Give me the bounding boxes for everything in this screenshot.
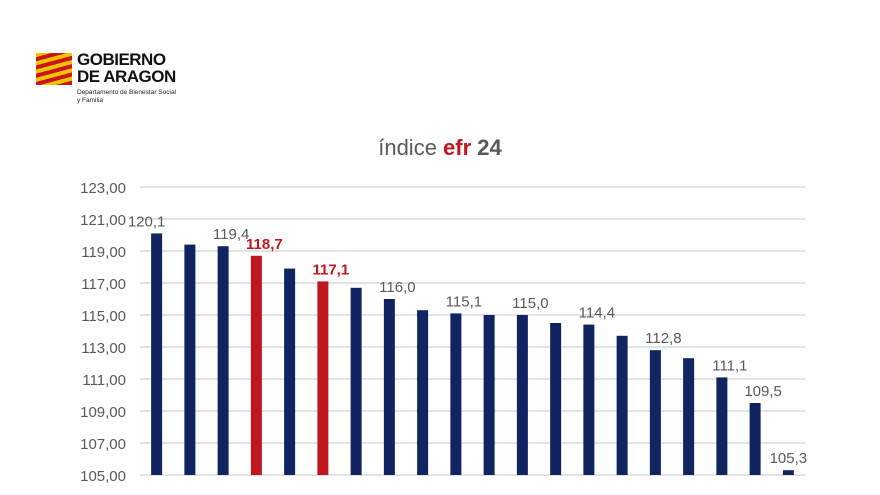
bar-7 (350, 287, 362, 475)
bar-1 (151, 233, 163, 475)
bar-12 (516, 315, 528, 475)
bar-2 (184, 244, 196, 475)
logo-subtitle-line1: Departamento de Bienestar Social (77, 89, 177, 96)
y-tick-label: 105,00 (80, 468, 126, 485)
data-label-16: 112,8 (645, 330, 681, 347)
aragon-flag-icon (36, 53, 72, 85)
y-tick-label: 123,00 (80, 180, 126, 197)
bar-5 (284, 268, 296, 475)
title-part-24: 24 (471, 135, 502, 160)
y-tick-label: 113,00 (81, 340, 126, 357)
title-part-efr: efr (443, 135, 472, 160)
y-tick-label: 109,00 (80, 404, 126, 421)
data-label-6: 117,1 (313, 261, 350, 278)
bar-17 (683, 358, 695, 475)
y-tick-label: 115,00 (81, 308, 126, 325)
bar-18 (716, 377, 728, 475)
logo-subtitle: Departamento de Bienestar Social y Famil… (77, 89, 197, 105)
data-label-18: 111,1 (712, 357, 747, 374)
bar-14 (583, 324, 595, 475)
chart-title: índice efr 24 (378, 135, 502, 160)
bar-19 (749, 403, 761, 475)
y-tick-label: 107,00 (80, 436, 126, 453)
logo-line2: DE ARAGON (77, 67, 176, 86)
data-label-1: 120,1 (128, 213, 166, 230)
bar-3 (217, 246, 229, 475)
data-label-4: 118,7 (246, 236, 283, 253)
data-label-3: 119,4 (213, 226, 249, 243)
bar-6 (317, 281, 329, 475)
bar-8 (383, 299, 395, 475)
data-label-14: 114,4 (579, 305, 615, 322)
y-tick-label: 121,00 (80, 212, 126, 229)
logo-subtitle-line2: y Familia (77, 97, 104, 104)
bar-4 (250, 255, 262, 475)
data-label-20: 105,3 (770, 450, 808, 467)
data-label-8: 116,0 (379, 279, 415, 296)
y-tick-label: 119,00 (81, 244, 126, 261)
data-label-19: 109,5 (744, 383, 782, 400)
bar-15 (616, 335, 628, 475)
data-label-10: 115,1 (446, 293, 482, 310)
bar-20 (782, 470, 794, 475)
title-part-1: índice (378, 135, 443, 160)
bar-11 (483, 315, 495, 475)
y-tick-label: 117,00 (81, 276, 126, 293)
data-label-12: 115,0 (512, 295, 548, 312)
gobierno-de-aragon-logo: GOBIERNO DE ARAGON Departamento de Biene… (36, 50, 226, 120)
logo-line1: GOBIERNO (77, 50, 166, 69)
bar-13 (550, 323, 562, 475)
bar-10 (450, 313, 462, 475)
y-tick-label: 111,00 (82, 372, 126, 389)
bar-9 (417, 310, 429, 475)
bar-16 (649, 350, 661, 475)
